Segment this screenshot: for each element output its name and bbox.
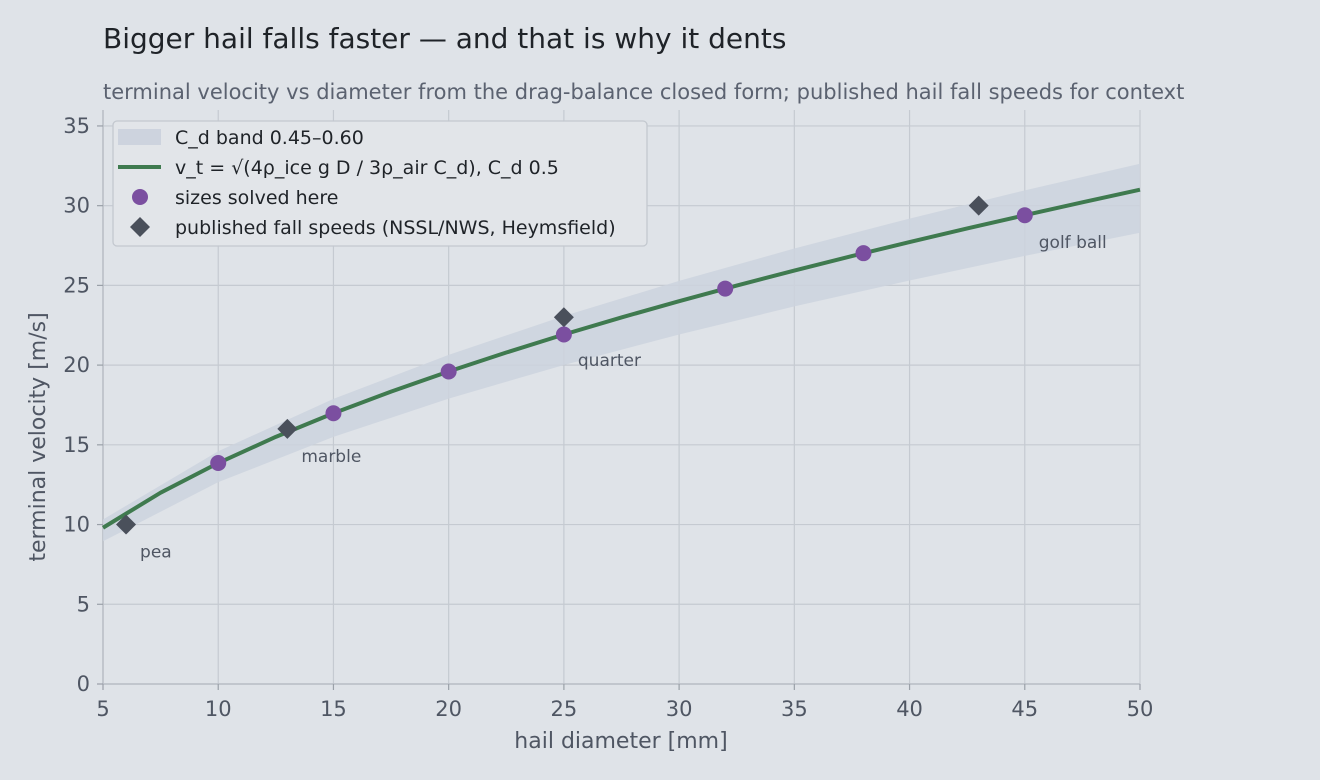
- y-tick-label: 20: [63, 353, 90, 377]
- y-tick-label: 5: [77, 592, 90, 616]
- x-tick-label: 15: [320, 697, 347, 721]
- x-tick-label: 5: [96, 697, 109, 721]
- solved-point: [855, 245, 872, 262]
- x-tick-label: 50: [1127, 697, 1154, 721]
- published-point: [116, 514, 137, 535]
- legend-entry-label: v_t = √(4ρ_ice g D / 3ρ_air C_d), C_d 0.…: [175, 157, 559, 179]
- solved-point: [325, 405, 342, 422]
- annotation-label: marble: [301, 447, 361, 467]
- legend: C_d band 0.45–0.60 v_t = √(4ρ_ice g D / 3…: [112, 120, 648, 247]
- annotation-label: quarter: [578, 351, 641, 371]
- y-axis-label: terminal velocity [m/s]: [26, 312, 51, 561]
- velocity-curve: [101, 187, 1141, 530]
- solved-point: [717, 280, 734, 297]
- legend-swatch-diamond: [130, 217, 150, 237]
- x-tick-label: 35: [781, 697, 808, 721]
- x-tick-label: 30: [666, 697, 693, 721]
- x-tick-label: 20: [435, 697, 462, 721]
- y-tick-label: 15: [63, 433, 90, 457]
- cd-band: [103, 163, 1140, 542]
- y-tick-label: 0: [77, 672, 90, 696]
- solved-point: [440, 363, 457, 380]
- legend-swatch-circle: [132, 189, 148, 205]
- solved-point: [555, 326, 572, 343]
- published-point: [553, 307, 574, 328]
- y-tick-label: 35: [63, 114, 90, 138]
- solved-point: [210, 455, 227, 472]
- legend-swatch-band: [118, 129, 161, 145]
- y-tick-label: 10: [63, 513, 90, 537]
- solved-point: [1016, 207, 1033, 224]
- x-tick-label: 45: [1011, 697, 1038, 721]
- published-point: [277, 418, 298, 439]
- chart-subtitle: terminal velocity vs diameter from the d…: [103, 80, 1184, 104]
- x-tick-label: 25: [551, 697, 578, 721]
- x-axis-label: hail diameter [mm]: [514, 729, 727, 754]
- annotation-label: pea: [140, 543, 172, 563]
- annotation-label: golf ball: [1039, 233, 1107, 253]
- legend-entry-label: sizes solved here: [175, 187, 338, 209]
- y-tick-label: 30: [63, 194, 90, 218]
- legend-entry-label: published fall speeds (NSSL/NWS, Heymsfi…: [175, 217, 616, 239]
- x-tick-label: 10: [205, 697, 232, 721]
- y-tick-label: 25: [63, 273, 90, 297]
- chart-title: Bigger hail falls faster — and that is w…: [103, 22, 786, 55]
- legend-box: [112, 120, 648, 247]
- legend-entry-label: C_d band 0.45–0.60: [175, 127, 364, 149]
- x-tick-label: 40: [896, 697, 923, 721]
- published-point: [968, 195, 989, 216]
